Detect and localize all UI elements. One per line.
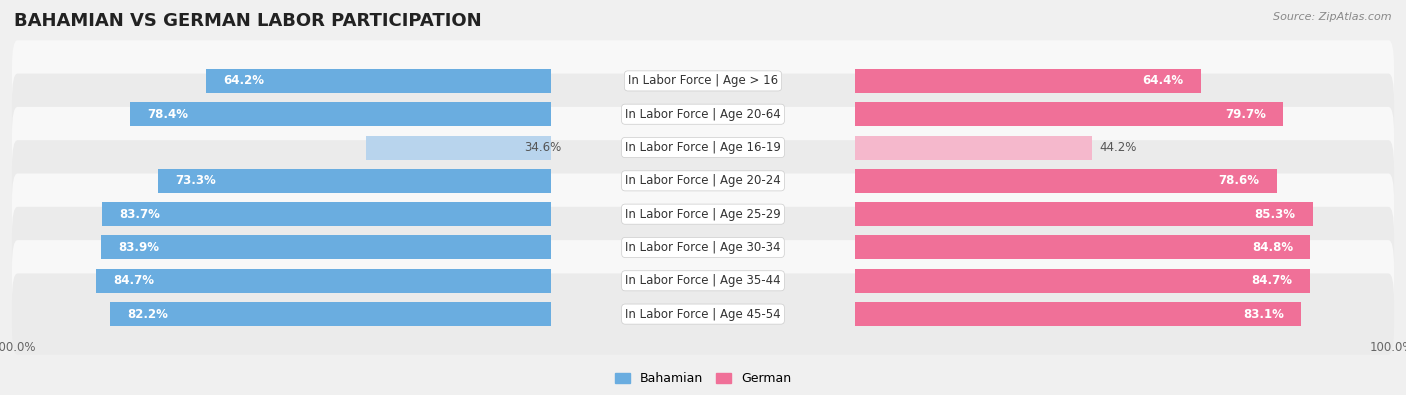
FancyBboxPatch shape [13, 40, 1393, 122]
Text: 79.7%: 79.7% [1225, 108, 1265, 121]
Text: 84.7%: 84.7% [114, 274, 155, 287]
Text: 85.3%: 85.3% [1254, 208, 1296, 221]
Text: 44.2%: 44.2% [1099, 141, 1136, 154]
Bar [366, 135, 551, 160]
Text: 78.6%: 78.6% [1219, 174, 1260, 187]
Bar [855, 202, 1313, 226]
Text: In Labor Force | Age 25-29: In Labor Force | Age 25-29 [626, 208, 780, 221]
Bar [110, 302, 551, 326]
Text: 64.4%: 64.4% [1142, 74, 1184, 87]
Bar [855, 302, 1301, 326]
FancyBboxPatch shape [13, 73, 1393, 155]
Text: In Labor Force | Age > 16: In Labor Force | Age > 16 [628, 74, 778, 87]
Text: 83.1%: 83.1% [1243, 308, 1284, 321]
Text: In Labor Force | Age 20-24: In Labor Force | Age 20-24 [626, 174, 780, 187]
Bar [855, 235, 1310, 260]
Bar [157, 169, 551, 193]
Text: BAHAMIAN VS GERMAN LABOR PARTICIPATION: BAHAMIAN VS GERMAN LABOR PARTICIPATION [14, 12, 482, 30]
Text: In Labor Force | Age 20-64: In Labor Force | Age 20-64 [626, 108, 780, 121]
Bar [101, 235, 551, 260]
Text: 73.3%: 73.3% [174, 174, 215, 187]
Text: In Labor Force | Age 30-34: In Labor Force | Age 30-34 [626, 241, 780, 254]
Text: 83.7%: 83.7% [120, 208, 160, 221]
FancyBboxPatch shape [13, 240, 1393, 322]
FancyBboxPatch shape [13, 140, 1393, 222]
Text: 78.4%: 78.4% [148, 108, 188, 121]
Bar [101, 202, 551, 226]
Text: 84.7%: 84.7% [1251, 274, 1292, 287]
Bar [855, 102, 1282, 126]
Bar [855, 169, 1277, 193]
FancyBboxPatch shape [13, 273, 1393, 355]
Text: 34.6%: 34.6% [524, 141, 562, 154]
Text: 82.2%: 82.2% [127, 308, 167, 321]
Bar [855, 135, 1092, 160]
FancyBboxPatch shape [13, 173, 1393, 255]
Bar [131, 102, 551, 126]
Bar [207, 69, 551, 93]
Legend: Bahamian, German: Bahamian, German [610, 367, 796, 390]
Text: 64.2%: 64.2% [224, 74, 264, 87]
Text: 83.9%: 83.9% [118, 241, 159, 254]
Text: In Labor Force | Age 35-44: In Labor Force | Age 35-44 [626, 274, 780, 287]
Text: 84.8%: 84.8% [1251, 241, 1294, 254]
Bar [855, 269, 1310, 293]
Bar [855, 69, 1201, 93]
Bar [96, 269, 551, 293]
FancyBboxPatch shape [13, 207, 1393, 288]
Text: In Labor Force | Age 16-19: In Labor Force | Age 16-19 [626, 141, 780, 154]
Text: Source: ZipAtlas.com: Source: ZipAtlas.com [1274, 12, 1392, 22]
Text: In Labor Force | Age 45-54: In Labor Force | Age 45-54 [626, 308, 780, 321]
FancyBboxPatch shape [13, 107, 1393, 188]
